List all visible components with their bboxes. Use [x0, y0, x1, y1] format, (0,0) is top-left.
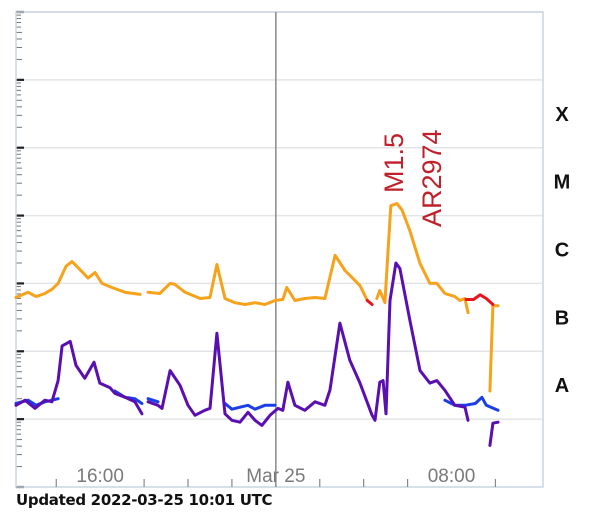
series-line: [14, 339, 144, 416]
series-line: [488, 420, 500, 447]
series-3: [365, 293, 495, 306]
series-0: [14, 389, 500, 412]
series-line: [464, 293, 495, 306]
class-label-c: C: [555, 240, 569, 262]
series-line: [365, 299, 374, 306]
flare-annotation: M1.5: [379, 133, 409, 193]
series-line: [223, 402, 277, 411]
series-line: [146, 261, 470, 427]
updated-timestamp: Updated 2022-03-25 10:01 UTC: [16, 491, 273, 509]
x-tick-label: 16:00: [76, 466, 124, 487]
plot-frame: [15, 11, 544, 488]
series-2: [14, 202, 500, 393]
series-1: [14, 261, 500, 447]
series-line: [488, 304, 500, 393]
class-label-b: B: [555, 307, 569, 329]
series-line: [146, 253, 369, 306]
class-label-x: X: [555, 104, 569, 126]
x-tick-label: Mar 25: [246, 466, 305, 487]
series-line: [146, 397, 160, 404]
flare-annotation: AR2974: [417, 129, 447, 227]
x-tick-label: 08:00: [428, 466, 476, 487]
class-label-m: M: [554, 172, 571, 194]
series-line: [14, 260, 142, 299]
class-label-a: A: [555, 375, 569, 397]
series-line: [375, 202, 470, 315]
